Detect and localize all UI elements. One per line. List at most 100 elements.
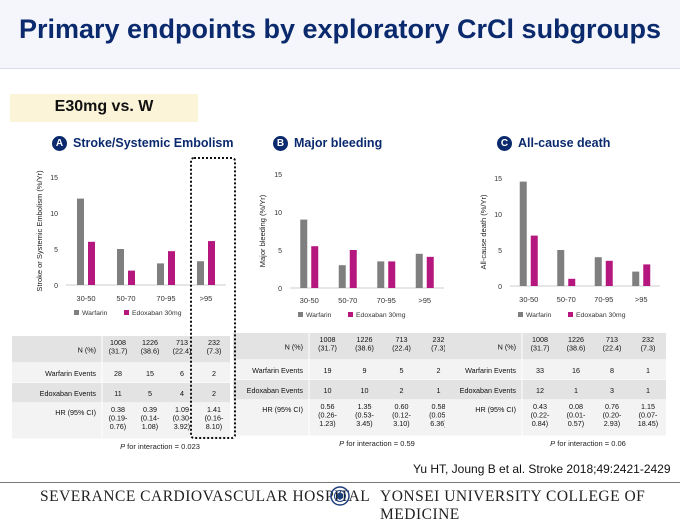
panel-b-p-interaction: P for interaction = 0.59 <box>339 439 415 448</box>
panel-c-bar-edoxaban <box>530 235 538 286</box>
panel-a-table-cell: 11 <box>114 389 121 398</box>
panel-a-bar-warfarin <box>157 263 164 285</box>
panel-c-bar-warfarin <box>519 181 527 286</box>
panel-c-bar-edoxaban <box>605 260 613 286</box>
panel-a-table-cell: 28 <box>114 369 122 378</box>
panel-c-table-cell: 16 <box>572 366 580 375</box>
panel-c-table-cell: 1008 (31.7) <box>531 335 550 353</box>
panel-b-ytick: 10 <box>274 210 282 217</box>
title-bar: Primary endpoints by exploratory CrCl su… <box>0 0 680 69</box>
panel-a-bar-edoxaban <box>88 241 95 285</box>
panel-b-title: Major bleeding <box>294 136 383 150</box>
panel-c-table-cell: 0.43 (0.22-0.84) <box>531 402 550 428</box>
panel-b-table-cell: 9 <box>363 366 367 375</box>
footer-divider <box>0 482 680 483</box>
panel-c-bar-edoxaban <box>643 264 651 286</box>
panel-b-ytick: 0 <box>278 286 282 293</box>
panel-a-legend-warfarin: Warfarin <box>82 310 108 317</box>
panel-a-bar-edoxaban <box>128 270 135 285</box>
panel-c-category-label: 70-95 <box>594 295 613 304</box>
panel-a-table-cell: 0.39 (0.14-1.08) <box>141 405 160 431</box>
panel-a-legend-swatch-edoxaban <box>124 310 129 315</box>
panel-b-category-label: >95 <box>418 296 431 305</box>
panel-b-category-label: 50-70 <box>338 296 357 305</box>
panel-c-table-row-bg <box>445 400 666 436</box>
panel-c-badge: C <box>497 135 512 151</box>
panel-b-table-cell: 10 <box>361 386 369 395</box>
panel-c-table-cell: 1.15 (0.07-18.45) <box>638 402 658 428</box>
panel-b-table-cell: 2 <box>437 366 441 375</box>
panel-b-header: B Major bleeding <box>273 133 382 153</box>
panel-c-table-cell: 0.08 (0.01-0.57) <box>567 402 586 428</box>
panel-a-table-row-bg <box>12 383 230 403</box>
gt95-highlight-box <box>190 157 236 439</box>
panel-b-bar-warfarin <box>300 219 308 288</box>
slide-title: Primary endpoints by exploratory CrCl su… <box>18 14 662 44</box>
panel-c-bar-warfarin <box>632 271 640 286</box>
footer-left: SEVERANCE CARDIOVASCULAR HOSPITAL <box>40 488 371 505</box>
panel-b-bar-edoxaban <box>426 256 434 288</box>
panel-c-table-cell: 0.76 (0.20-2.93) <box>603 402 622 428</box>
panel-b-table-cell: 1226 (38.6) <box>355 335 374 353</box>
panel-a-ylabel: Stroke or Systemic Embolism (%/Yr) <box>35 170 44 292</box>
panel-b-table-cell: 1008 (31.7) <box>318 335 337 353</box>
panel-b-legend-swatch-edoxaban <box>348 312 353 317</box>
panel-c-table-row-bg <box>445 360 666 380</box>
panel-a-table-cell: 713 (22.4) <box>173 338 192 356</box>
panel-c-ytick: 10 <box>494 212 502 219</box>
panel-c-table-cell: 33 <box>536 366 544 375</box>
panel-b-table-cell: 2 <box>400 386 404 395</box>
panel-a-table-row-label: N (%) <box>78 346 96 355</box>
panel-c-table-row-label: HR (95% CI) <box>475 405 516 414</box>
panel-a-table-cell: 1.41 (0.16-8.10) <box>205 405 224 431</box>
panel-b-table-row-label: Edoxaban Events <box>247 386 304 395</box>
panel-c-table-row-bg <box>445 380 666 400</box>
panel-c-table-row-bg <box>445 333 666 360</box>
panel-a-header: A Stroke/Systemic Embolism <box>52 133 233 153</box>
panel-b-table-row-bg <box>233 333 457 360</box>
panel-a-bar-edoxaban <box>168 251 175 285</box>
panel-a-legend-edoxaban: Edoxaban 30mg <box>132 310 182 317</box>
panel-c-table-cell: 1226 (38.6) <box>567 335 586 353</box>
panel-b-table-cell: 232 (7.3) <box>431 335 446 353</box>
panel-a-bar-warfarin <box>117 249 124 285</box>
panel-a-bar-warfarin <box>197 261 204 285</box>
panel-c-table-row-label: Warfarin Events <box>465 366 516 375</box>
panel-b-table-cell: 0.60 (0.12-3.10) <box>392 402 411 428</box>
panel-b-badge: B <box>273 135 288 151</box>
panel-b-table-cell: 0.58 (0.05-6.36) <box>429 402 448 428</box>
panel-a-p-interaction: P for interaction = 0.023 <box>120 442 200 451</box>
panel-b-legend-warfarin: Warfarin <box>306 312 332 319</box>
panel-a-table-cell: 6 <box>180 369 184 378</box>
panel-a-table-cell: 1008 (31.7) <box>109 338 128 356</box>
panel-b-table-row-bg <box>233 400 457 436</box>
panel-b-category-label: 30-50 <box>300 296 319 305</box>
panel-b-bar-warfarin <box>377 261 385 288</box>
panel-c-table-cell: 12 <box>536 386 544 395</box>
panel-a-table-cell: 1.09 (0.30-3.92) <box>173 405 192 431</box>
panel-a-category-label: >95 <box>200 294 213 303</box>
panel-c-table-cell: 3 <box>610 386 614 395</box>
panel-a-category-label: 50-70 <box>116 294 135 303</box>
panel-a-ytick: 5 <box>54 247 58 254</box>
panel-b-table-row-label: N (%) <box>285 343 303 352</box>
panel-b-table-cell: 10 <box>324 386 332 395</box>
subtitle: E30mg vs. W <box>54 98 154 115</box>
panel-b-table-cell: 1.35 (0.53-3.45) <box>355 402 374 428</box>
panel-a-table-cell: 5 <box>148 389 152 398</box>
panel-c-table-row-label: Edoxaban Events <box>460 386 517 395</box>
panel-b-table-row-label: Warfarin Events <box>252 366 303 375</box>
panel-b-bar-warfarin <box>415 253 423 288</box>
reference: Yu HT, Joung B et al. Stroke 2018;49:242… <box>413 462 671 476</box>
panel-a-table-cell: 2 <box>212 389 216 398</box>
panel-c-bar-warfarin <box>594 257 602 286</box>
panel-b-table-cell: 5 <box>400 366 404 375</box>
panel-b-table-cell: 19 <box>324 366 332 375</box>
panel-c-table-cell: 1 <box>646 386 650 395</box>
panel-b-category-label: 70-95 <box>377 296 396 305</box>
panel-a-table-row-label: HR (95% CI) <box>55 408 96 417</box>
panel-c-title: All-cause death <box>518 136 611 150</box>
panel-c-ytick: 0 <box>498 284 502 291</box>
panel-c-table-cell: 1 <box>646 366 650 375</box>
panel-a-legend-swatch-warfarin <box>74 310 79 315</box>
